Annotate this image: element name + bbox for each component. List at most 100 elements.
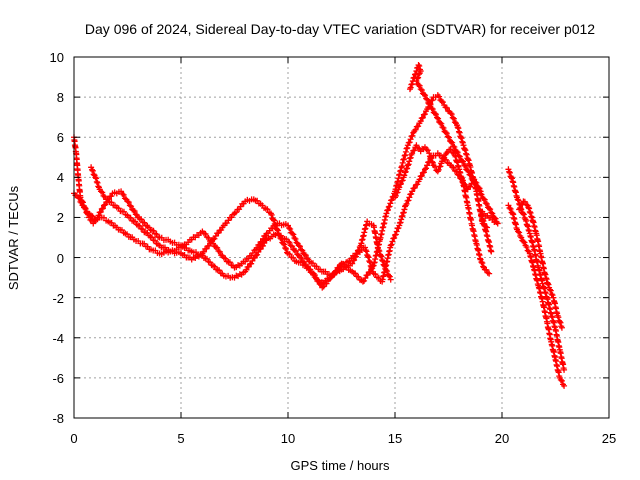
data-point-track-d xyxy=(396,184,403,191)
y-axis-label: SDTVAR / TECUs xyxy=(6,185,21,290)
data-point-outliers xyxy=(423,95,430,102)
y-tick-label: 0 xyxy=(57,251,64,266)
data-point-outliers xyxy=(416,70,423,77)
data-point-track-b xyxy=(366,258,373,265)
data-point-track-e xyxy=(508,175,515,182)
data-point-track-e xyxy=(520,211,527,218)
data-point-track-a xyxy=(439,99,446,106)
data-point-track-a xyxy=(287,242,294,249)
y-tick-label: 2 xyxy=(57,210,64,225)
data-point-outliers xyxy=(426,100,433,107)
data-point-track-d xyxy=(478,259,485,266)
data-point-track-a xyxy=(97,208,104,215)
data-point-track-a xyxy=(286,239,293,246)
data-point-track-a xyxy=(294,251,301,258)
data-point-track-c xyxy=(384,268,391,275)
data-point-track-a xyxy=(243,266,250,273)
data-point-track-b xyxy=(388,241,395,248)
data-point-track-g xyxy=(548,291,555,298)
data-point-track-b xyxy=(421,166,428,173)
data-point-track-b xyxy=(467,183,474,190)
data-point-track-b xyxy=(368,264,375,271)
data-point-outliers xyxy=(460,158,467,165)
data-point-track-a xyxy=(102,201,109,208)
data-point-track-b xyxy=(418,172,425,179)
x-tick-label: 10 xyxy=(281,431,295,446)
data-point-track-b xyxy=(372,271,379,278)
data-point-track-b xyxy=(416,176,423,183)
data-point-track-c xyxy=(216,248,223,255)
data-point-track-b xyxy=(363,248,370,255)
data-point-outliers xyxy=(415,74,422,81)
x-tick-label: 5 xyxy=(177,431,184,446)
data-point-track-c xyxy=(381,262,388,269)
y-tick-label: 8 xyxy=(57,90,64,105)
data-point-track-b xyxy=(375,274,382,281)
data-point-track-c xyxy=(97,188,104,195)
data-point-track-b xyxy=(215,229,222,236)
data-point-outliers xyxy=(461,162,468,169)
data-point-track-a xyxy=(386,203,393,210)
data-point-outliers xyxy=(482,200,489,207)
data-point-track-d xyxy=(435,166,442,173)
data-point-track-f xyxy=(516,229,523,236)
data-point-outliers xyxy=(444,133,451,140)
data-point-track-g xyxy=(526,205,533,212)
x-tick-label: 15 xyxy=(388,431,402,446)
data-point-outliers xyxy=(486,205,493,212)
data-point-track-e xyxy=(506,169,513,176)
data-point-track-c xyxy=(299,247,306,254)
data-point-track-d xyxy=(439,158,446,165)
data-point-track-a xyxy=(126,202,133,209)
data-point-track-c xyxy=(377,252,384,259)
data-point-track-a xyxy=(406,139,413,146)
data-point-track-a xyxy=(436,93,443,100)
data-point-track-g xyxy=(558,324,565,331)
data-point-outliers xyxy=(488,209,495,216)
data-point-track-b xyxy=(264,206,271,213)
data-point-track-c xyxy=(382,263,389,270)
data-point-track-f xyxy=(557,376,564,383)
data-point-track-a xyxy=(383,210,390,217)
data-point-track-a xyxy=(407,136,414,143)
data-point-outliers xyxy=(407,84,414,91)
data-point-track-e xyxy=(514,196,521,203)
data-point-track-b xyxy=(206,242,213,249)
data-point-outliers xyxy=(466,171,473,178)
data-point-track-c xyxy=(215,248,222,255)
data-point-track-d xyxy=(429,158,436,165)
data-point-track-b xyxy=(274,227,281,234)
data-point-track-a xyxy=(119,190,126,197)
data-point-track-a xyxy=(108,193,115,200)
data-point-track-c xyxy=(214,244,221,251)
data-point-track-c xyxy=(386,273,393,280)
data-point-track-g xyxy=(527,209,534,216)
data-point-track-d xyxy=(479,260,486,267)
data-point-track-a xyxy=(417,118,424,125)
data-point-track-a xyxy=(415,123,422,130)
data-point-track-a xyxy=(260,242,267,249)
data-point-outliers xyxy=(483,200,490,207)
data-point-track-b xyxy=(211,235,218,242)
x-tick-label: 25 xyxy=(602,431,616,446)
data-point-track-a xyxy=(359,278,366,285)
data-point-track-e xyxy=(519,210,526,217)
data-point-track-d xyxy=(399,177,406,184)
data-point-track-c xyxy=(290,231,297,238)
data-point-outliers xyxy=(413,78,420,85)
data-point-track-c xyxy=(202,230,209,237)
data-point-track-c xyxy=(379,257,386,264)
data-point-track-a xyxy=(447,110,454,117)
y-tick-label: -8 xyxy=(52,411,64,426)
data-point-track-b xyxy=(278,236,285,243)
data-point-outliers xyxy=(445,134,452,141)
data-point-track-c xyxy=(286,224,293,231)
data-point-track-c xyxy=(212,244,219,251)
data-point-track-c xyxy=(383,267,390,274)
data-point-track-b xyxy=(314,276,321,283)
data-point-track-c xyxy=(93,175,100,182)
data-point-track-c xyxy=(94,179,101,186)
data-point-track-e xyxy=(508,174,515,181)
data-point-outliers xyxy=(418,87,425,94)
data-point-outliers xyxy=(471,181,478,188)
